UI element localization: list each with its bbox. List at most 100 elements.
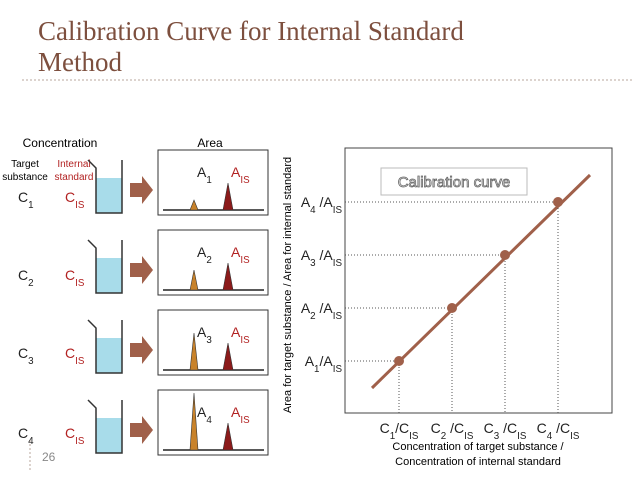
legend-label: Calibration curve [398,174,511,191]
y-label: A1/AIS [305,353,343,375]
concentration-label-part: 1 [28,200,33,211]
is-peak [222,342,234,371]
concentration-label: C1 [18,189,34,211]
page-number: 26 [42,450,56,464]
x-label-part: 3 [494,431,500,442]
is-concentration-label: CIS [65,267,85,289]
area-label-part: A [197,244,207,260]
calibration-point [553,197,563,207]
beaker [87,239,123,294]
area-label-part: 3 [206,335,212,346]
x-label-part: 4 [547,431,553,442]
y-label-part: /A [316,247,334,263]
is-area-label-part: A [231,324,241,340]
area-label: A2 [197,244,212,266]
title-line: Method [38,47,122,77]
is-peak [222,422,234,451]
arrow [130,176,153,204]
is-area-label-part: IS [240,335,250,346]
is-concentration-label-part: IS [75,200,85,211]
x-label: C4 /CIS [537,420,580,442]
concentration-label: C3 [18,345,34,367]
concentration-label-part: C [18,425,28,441]
is-concentration-label-part: C [65,345,75,361]
x-label: C1/CIS [380,420,419,442]
x-axis-title: Concentration of internal standard [395,456,561,468]
x-label-part: /C [499,420,517,436]
y-label: A3 /AIS [301,247,343,269]
is-concentration-label: CIS [65,189,85,211]
is-concentration-label-part: C [65,425,75,441]
beaker-liquid [96,418,122,453]
area-label: A3 [197,324,212,346]
x-label-part: /C [395,420,409,436]
chromatogram-box [157,309,269,376]
chromatogram-box [157,149,269,216]
y-label-part: 3 [310,258,316,269]
y-label-part: /A [316,300,334,316]
calibration-point [394,356,404,366]
calibration-line [370,173,592,390]
x-label: C2 /CIS [431,420,474,442]
x-label-part: IS [409,431,419,442]
y-label-part: IS [333,364,343,375]
x-label-part: C [537,420,547,436]
area-label: A1 [197,164,212,186]
is-peak [222,182,234,211]
x-label: C3 /CIS [484,420,527,442]
y-label-part: /A [316,194,334,210]
area-label-part: A [197,404,207,420]
is-area-label: AIS [231,404,250,426]
y-label-part: IS [333,258,343,269]
arrow [130,256,153,284]
y-label-part: A [305,353,315,369]
is-concentration-label-part: C [65,189,75,205]
area-label-part: A [197,324,207,340]
is-area-label-part: IS [240,175,250,186]
is-area-label: AIS [231,324,250,346]
is-concentration-label-part: IS [75,278,85,289]
concentration-label-part: 2 [28,278,33,289]
y-label-part: 2 [310,311,315,322]
is-area-label-part: A [231,244,241,260]
x-label-part: 1 [390,431,395,442]
plot-frame [344,147,613,414]
beaker-liquid [96,258,122,293]
target-peak [189,332,199,371]
is-area-label: AIS [231,164,250,186]
x-label-part: 2 [441,431,446,442]
legend-box [380,167,528,196]
beaker [87,319,123,374]
target-label: substance [2,172,48,183]
title-line: Calibration Curve for Internal Standard [38,16,464,46]
concentration-label-part: C [18,189,28,205]
is-area-label: AIS [231,244,250,266]
area-label: A4 [197,404,212,426]
is-concentration-label-part: C [65,267,75,283]
is-area-label-part: A [231,404,241,420]
y-label-part: A [301,300,311,316]
x-label-part: /C [552,420,570,436]
beaker [87,399,123,454]
internal-label: standard [55,172,94,183]
chromatogram-box [157,389,269,456]
concentration-label: C2 [18,267,34,289]
y-label-part: /A [320,353,334,369]
beaker-liquid [96,338,122,373]
area-label-part: A [197,164,207,180]
is-peak [222,262,234,291]
target-label: Target [11,159,39,170]
x-label-part: IS [517,431,527,442]
beaker-liquid [96,178,122,213]
y-label: A4 /AIS [301,194,343,216]
is-concentration-label-part: IS [75,436,85,447]
area-label-part: 2 [206,255,211,266]
concentration-label-part: 4 [28,436,34,447]
is-concentration-label: CIS [65,425,85,447]
x-label-part: C [431,420,441,436]
beaker [87,159,123,214]
target-peak [189,269,199,291]
